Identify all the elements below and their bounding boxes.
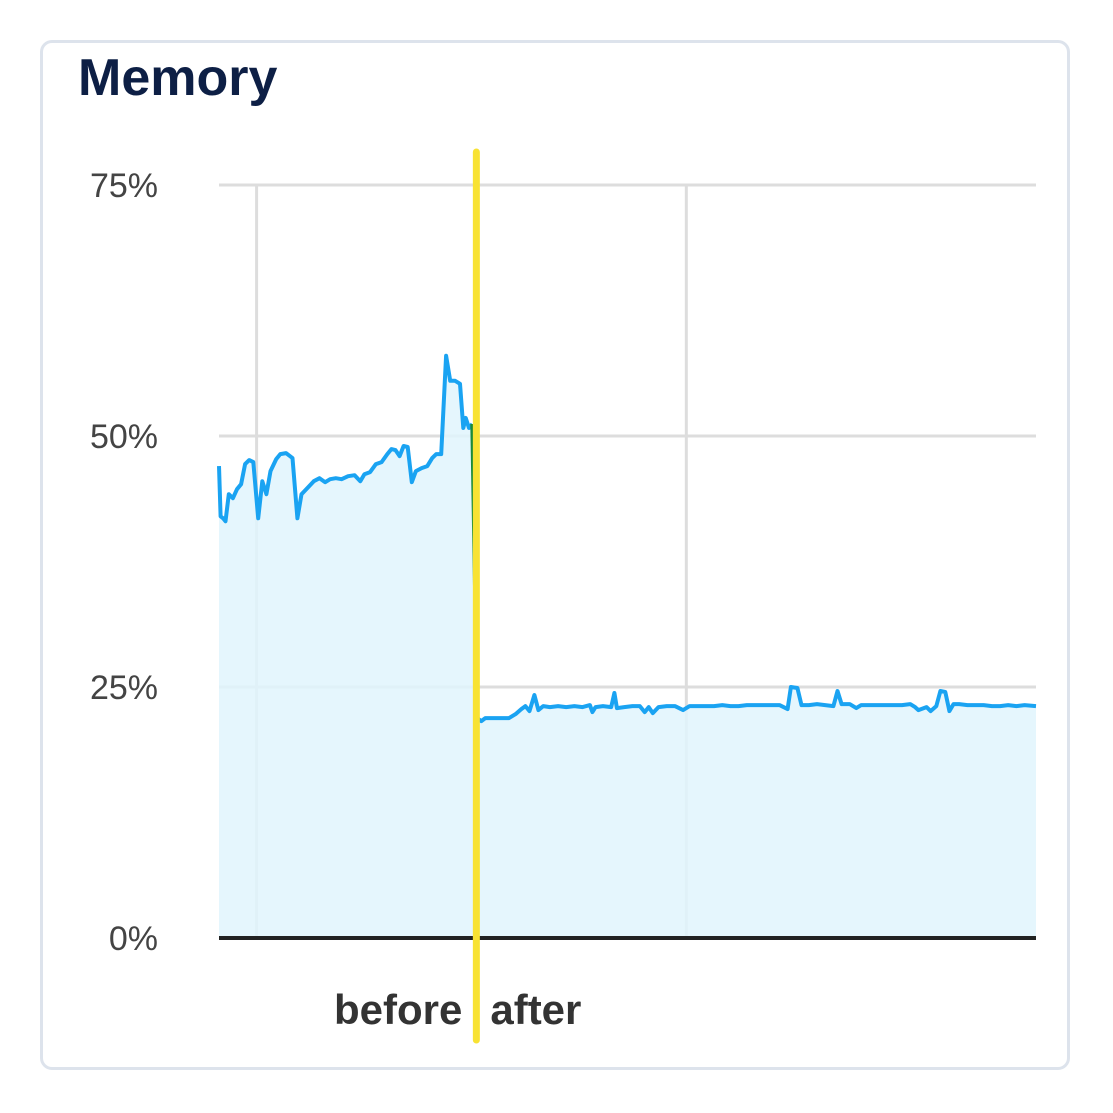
tick-layer: 75% 50% 25% 0%: [90, 167, 158, 958]
memory-area: [219, 355, 1036, 938]
memory-line-before: [217, 353, 474, 524]
area-layer: [219, 355, 1036, 938]
after-label: after: [490, 986, 581, 1033]
y-tick-label: 0%: [109, 920, 158, 958]
chart-title: Memory: [78, 49, 278, 107]
memory-line-after: [476, 685, 1037, 724]
before-label: before: [334, 986, 462, 1033]
y-tick-label: 75%: [90, 167, 158, 205]
y-tick-label: 25%: [90, 669, 158, 707]
y-tick-label: 50%: [90, 418, 158, 456]
